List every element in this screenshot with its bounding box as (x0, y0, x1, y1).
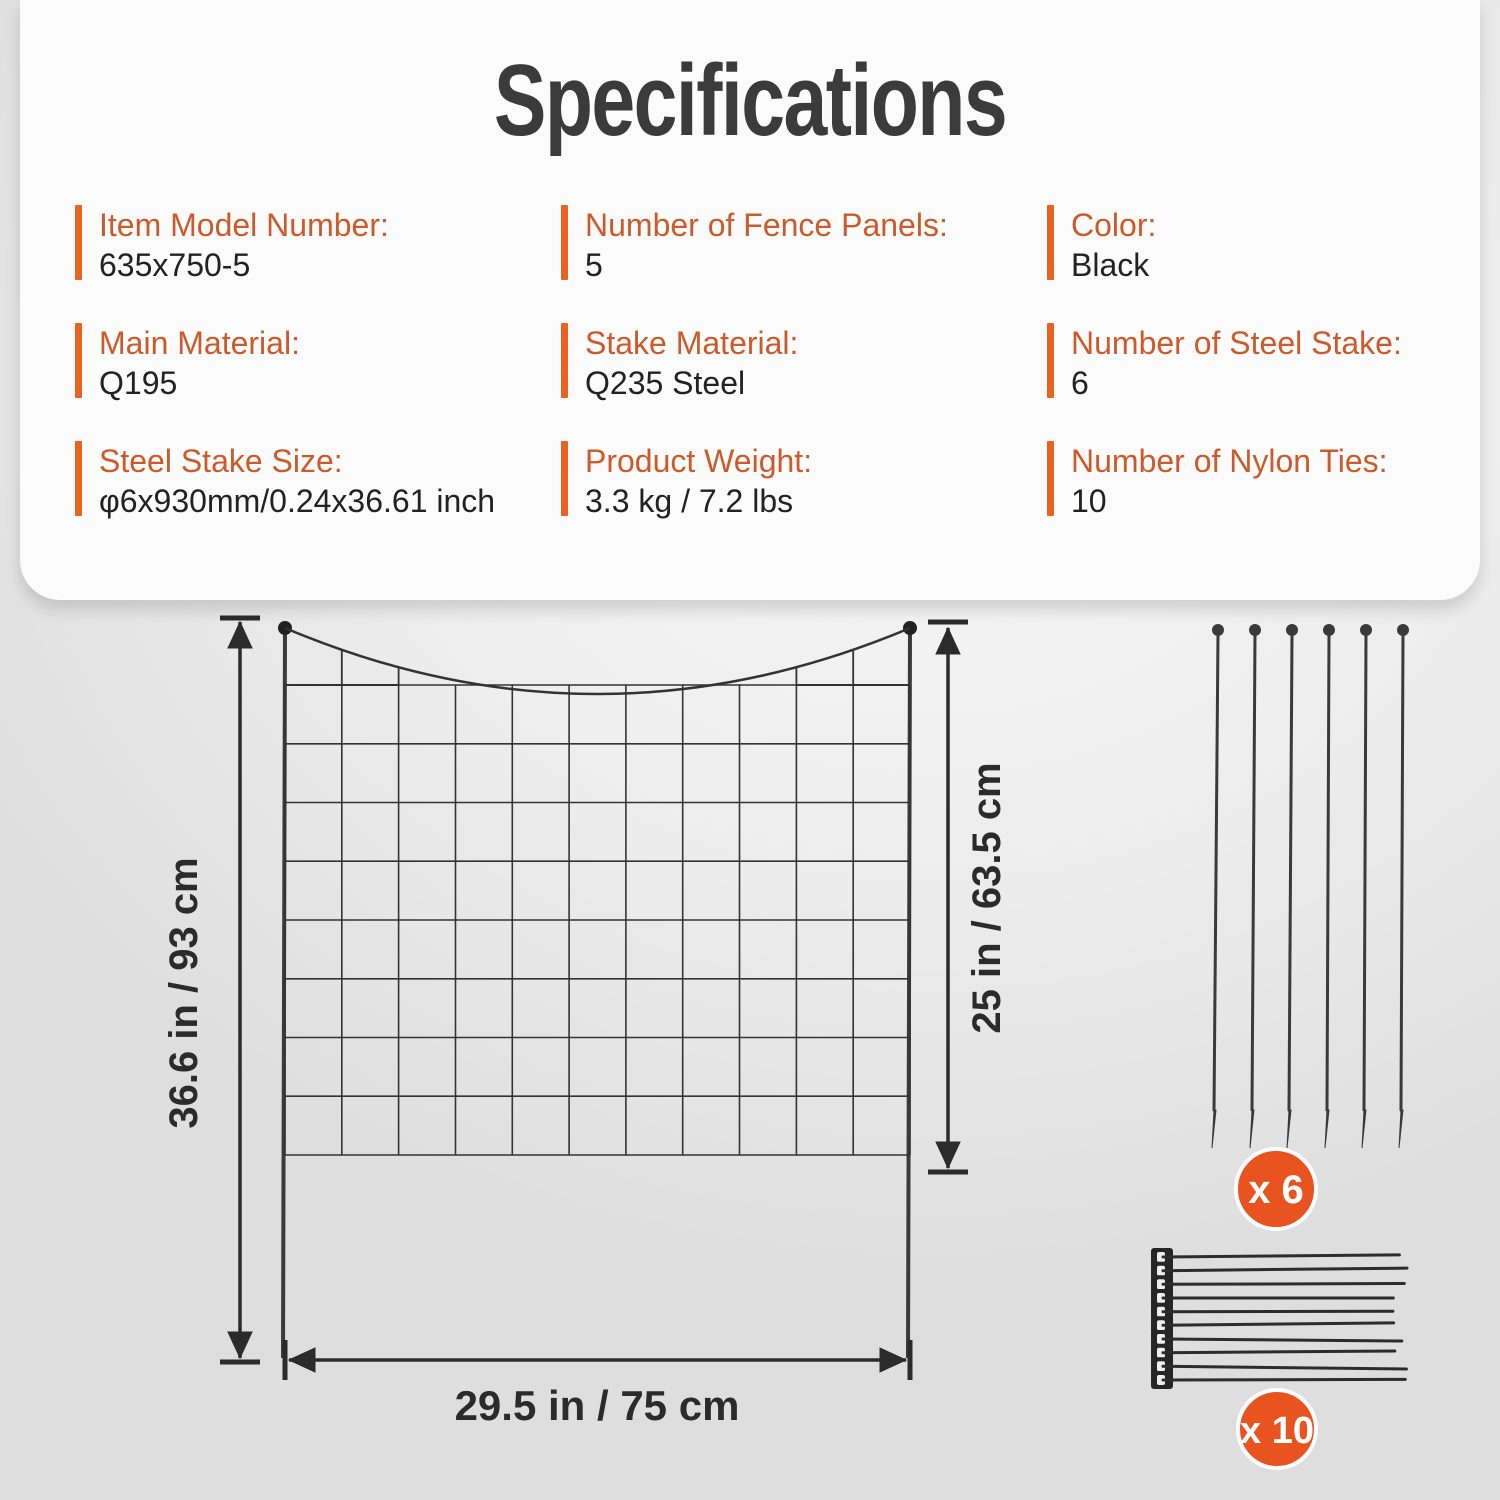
svg-text:29.5 in / 75 cm: 29.5 in / 75 cm (455, 1382, 740, 1429)
svg-text:25 in / 63.5 cm: 25 in / 63.5 cm (965, 762, 1009, 1033)
svg-text:x 6: x 6 (1248, 1168, 1304, 1212)
svg-text:x 10: x 10 (1240, 1410, 1314, 1452)
svg-text:36.6 in / 93 cm: 36.6 in / 93 cm (162, 857, 206, 1128)
